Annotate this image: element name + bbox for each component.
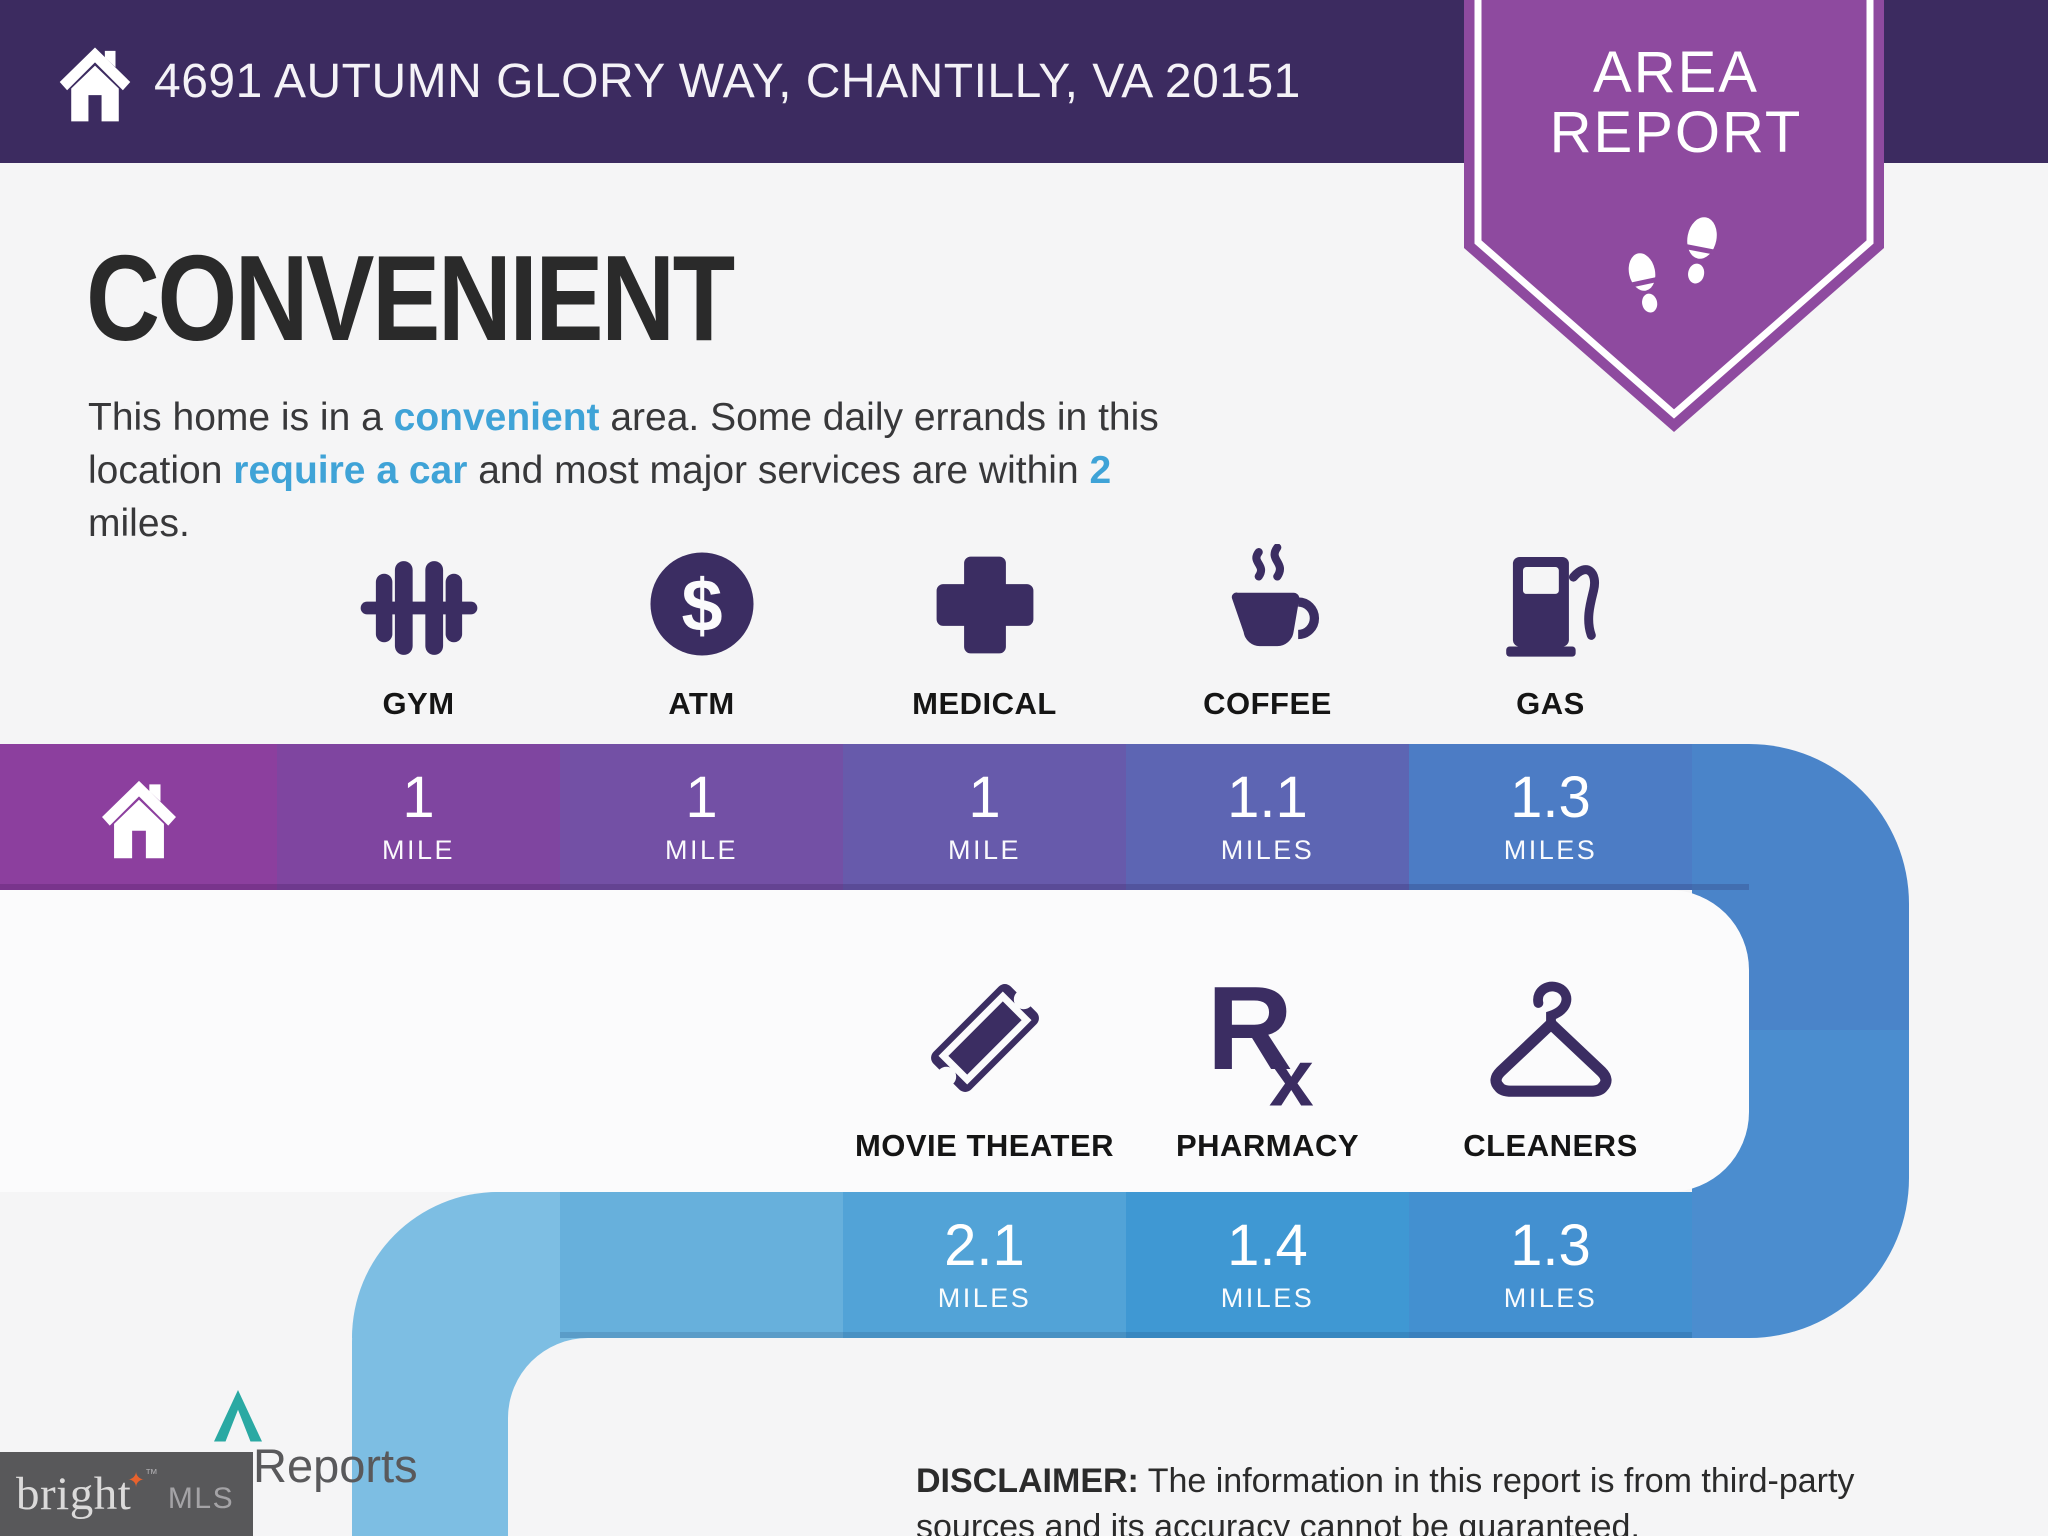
- dollar-glyph: $: [681, 564, 722, 647]
- distance-value: 1: [968, 765, 1001, 830]
- gas-pump-icon: [1505, 556, 1599, 657]
- amenity-label: COFFEE: [1203, 686, 1332, 721]
- path-segment: [560, 1192, 843, 1338]
- distance-value: 1.3: [1510, 765, 1591, 830]
- property-address: 4691 AUTUMN GLORY WAY, CHANTILLY, VA 201…: [154, 55, 1301, 108]
- amenity-pharmacy: R x PHARMACY: [1126, 962, 1409, 1164]
- amenity-gym: GYM: [277, 542, 560, 722]
- intro-text: location: [88, 449, 234, 492]
- amenity-label: PHARMACY: [1175, 1128, 1360, 1163]
- amenity-cleaners: CLEANERS: [1409, 962, 1692, 1164]
- intro-paragraph: This home is in a convenient area. Some …: [88, 391, 1188, 550]
- distance-value: 1.4: [1227, 1213, 1308, 1278]
- amenity-label: MOVIE THEATER: [854, 1128, 1115, 1163]
- distance-band-1: 1 MILE 1 MILE 1 MILE 1.1 MILES 1.3 MILES: [0, 744, 1749, 890]
- distance-unit: MILES: [1220, 835, 1315, 865]
- amenity-movie-theater: MOVIE THEATER: [843, 962, 1126, 1164]
- amenity-label: GAS: [1516, 686, 1585, 721]
- rx-r-glyph: R: [1206, 968, 1292, 1095]
- amenity-atm: $ ATM: [560, 542, 843, 722]
- hanger-icon: [1489, 981, 1612, 1097]
- brand-name: bright: [16, 1468, 132, 1520]
- badge-line2: REPORT: [1550, 100, 1803, 165]
- distance-unit: MILE: [664, 835, 739, 865]
- home-cell: [0, 744, 277, 890]
- badge-line1: AREA: [1593, 40, 1759, 105]
- rx-icon: R x: [1206, 968, 1313, 1108]
- distance-value: 1: [685, 765, 718, 830]
- distance-cell: 2.1 MILES: [843, 1192, 1126, 1338]
- dollar-circle-icon: $: [649, 552, 754, 656]
- medical-cross-icon: [936, 556, 1033, 654]
- intro-highlight-car: require a car: [233, 449, 468, 492]
- intro-text: This home is in a: [88, 396, 394, 439]
- distance-cell: 1 MILE: [843, 744, 1126, 890]
- partner-logo-text: Reports: [253, 1439, 418, 1492]
- footprints-icon: [1628, 217, 1717, 313]
- distance-value: 1.1: [1227, 765, 1308, 830]
- intro-text: miles.: [88, 502, 190, 545]
- brand-star-icon: ✦: [127, 1469, 145, 1492]
- distance-cell: 1.3 MILES: [1409, 744, 1692, 890]
- disclaimer: DISCLAIMER: The information in this repo…: [916, 1458, 1976, 1536]
- amenity-medical: MEDICAL: [843, 542, 1126, 722]
- intro-text: area. Some daily errands in this: [599, 396, 1159, 439]
- distance-value: 1.3: [1510, 1213, 1591, 1278]
- distance-unit: MILE: [381, 835, 456, 865]
- distance-unit: MILES: [937, 1283, 1032, 1313]
- distance-cell: 1 MILE: [277, 744, 560, 890]
- distance-cell: 1.1 MILES: [1126, 744, 1409, 890]
- distance-unit: MILES: [1220, 1283, 1315, 1313]
- intro-highlight-convenient: convenient: [393, 396, 600, 439]
- brand-suffix: MLS: [167, 1482, 235, 1515]
- distance-band-2: 2.1 MILES 1.4 MILES 1.3 MILES: [352, 1192, 1692, 1338]
- distance-unit: MILES: [1503, 1283, 1598, 1313]
- home-icon: [101, 780, 176, 859]
- amenity-label: MEDICAL: [912, 686, 1057, 721]
- path-segment: [352, 1192, 560, 1338]
- distance-cell: 1.4 MILES: [1126, 1192, 1409, 1338]
- distance-value: 2.1: [944, 1213, 1025, 1278]
- intro-text: and most major services are within: [467, 449, 1090, 492]
- page-title: CONVENIENT: [86, 230, 735, 366]
- movie-ticket-icon: [930, 984, 1039, 1092]
- brightmls-logo: bright ✦ ™ MLS: [0, 1452, 253, 1536]
- amenity-label: CLEANERS: [1463, 1128, 1638, 1163]
- disclaimer-text: The information in this report is from t…: [916, 1462, 1855, 1536]
- coffee-cup-icon: [1231, 544, 1319, 647]
- dumbbell-icon: [360, 561, 477, 655]
- distance-cell: 1 MILE: [560, 744, 843, 890]
- distance-cell: 1.3 MILES: [1409, 1192, 1692, 1338]
- amenities-panel: [0, 890, 1749, 1192]
- intro-highlight-miles: 2: [1089, 449, 1112, 492]
- distance-value: 1: [402, 765, 435, 830]
- amenity-coffee: COFFEE: [1126, 542, 1409, 722]
- home-icon: [59, 47, 131, 122]
- area-report-badge: AREA REPORT: [1464, 0, 1884, 432]
- distance-unit: MILE: [947, 835, 1022, 865]
- rx-x-glyph: x: [1268, 1033, 1313, 1108]
- brand-trademark: ™: [144, 1466, 158, 1481]
- disclaimer-label: DISCLAIMER:: [916, 1462, 1139, 1500]
- distance-unit: MILES: [1503, 835, 1598, 865]
- amenity-label: ATM: [668, 686, 735, 721]
- amenity-gas: GAS: [1409, 542, 1692, 722]
- amenity-label: GYM: [382, 686, 455, 721]
